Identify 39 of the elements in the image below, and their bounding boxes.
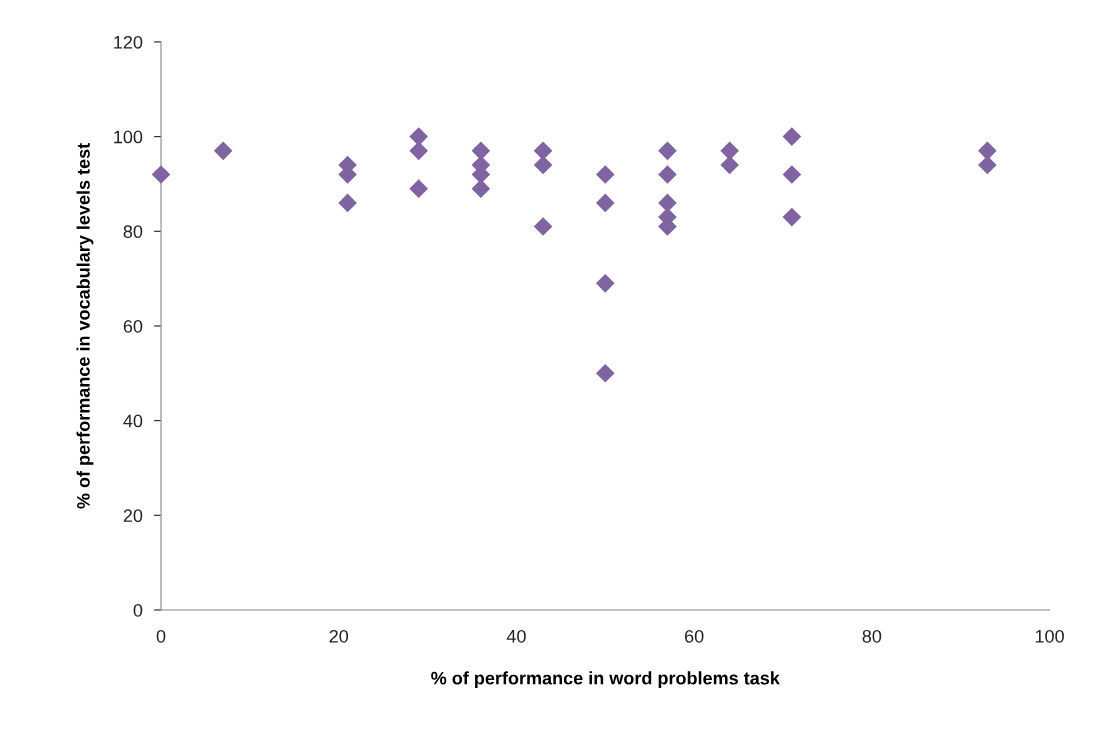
x-tick-label: 40 — [506, 629, 526, 643]
point — [595, 274, 615, 293]
point — [782, 165, 802, 184]
point — [533, 217, 553, 236]
point — [720, 141, 739, 161]
y-tick-label: 120 — [114, 35, 143, 49]
y-tick-label: 20 — [123, 509, 143, 523]
point — [409, 179, 428, 198]
y-tick-label: 0 — [133, 603, 143, 617]
x-tick-label: 80 — [862, 629, 882, 643]
point — [151, 165, 171, 184]
y-tick-label: 40 — [123, 414, 143, 428]
point — [782, 207, 802, 227]
y-tick-label: 100 — [114, 130, 143, 144]
y-tick-label: 60 — [123, 319, 143, 333]
point — [782, 127, 802, 146]
x-axis-title: % of performance in word problems task — [431, 671, 780, 689]
y-tick-label: 80 — [123, 225, 143, 239]
point — [409, 141, 428, 161]
x-tick-label: 60 — [685, 629, 704, 643]
point — [595, 193, 615, 213]
point — [978, 141, 997, 161]
point — [595, 363, 615, 383]
point — [720, 155, 739, 175]
point — [409, 127, 428, 146]
x-tick-label: 100 — [1035, 629, 1064, 643]
point — [595, 165, 615, 184]
point — [533, 155, 553, 175]
point — [471, 141, 491, 161]
y-axis-title: % of performance in vocabulary levels test — [76, 143, 94, 509]
point — [658, 165, 677, 184]
point — [471, 179, 491, 198]
x-tick-label: 0 — [156, 629, 166, 643]
point — [338, 193, 357, 213]
point — [533, 141, 553, 161]
point — [658, 141, 677, 161]
x-tick-label: 20 — [329, 629, 349, 643]
point — [978, 155, 997, 175]
point — [213, 141, 233, 161]
